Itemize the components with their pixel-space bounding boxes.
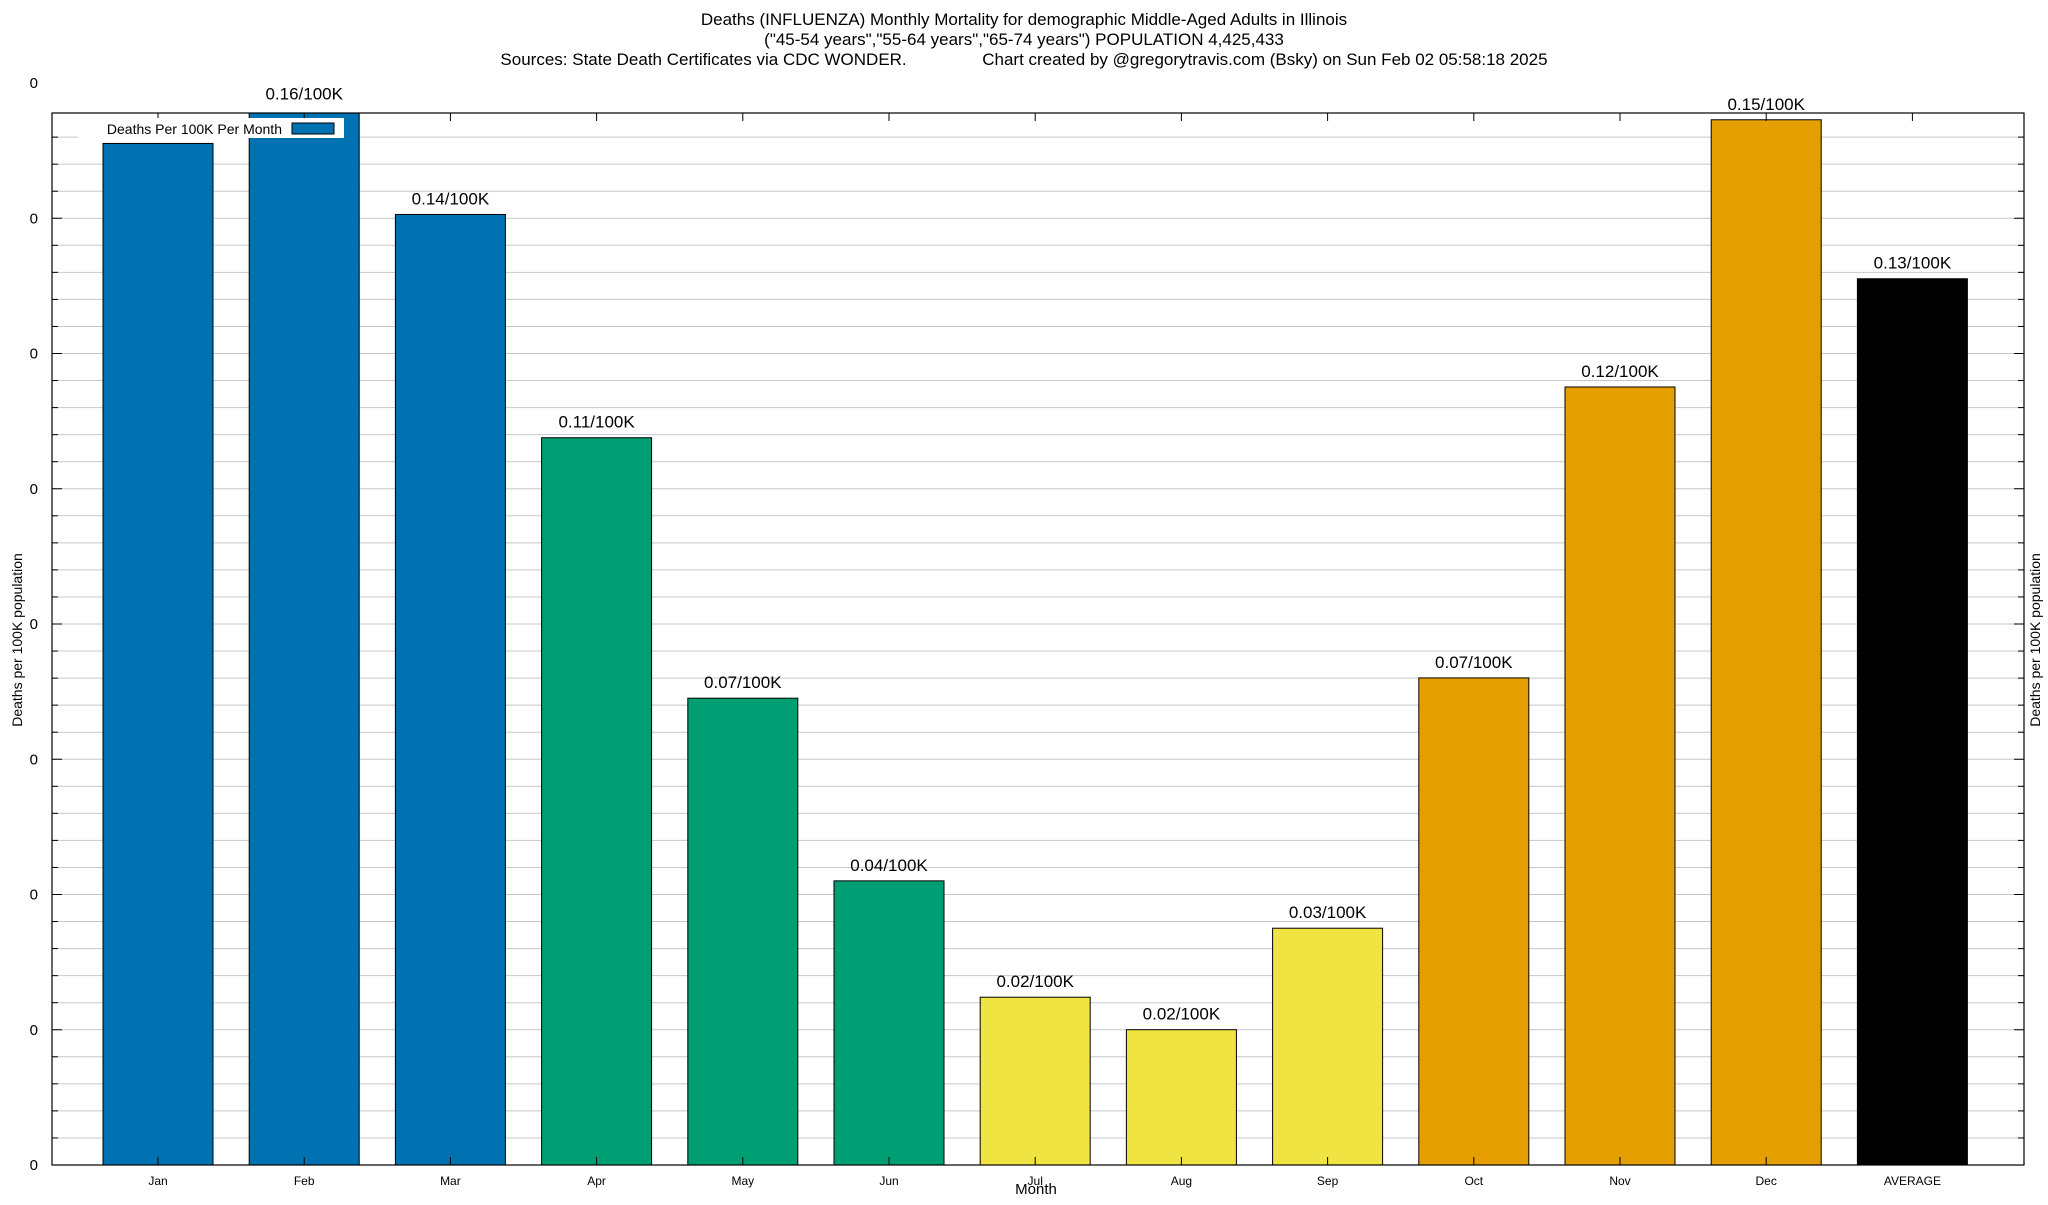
chart-title: Deaths (INFLUENZA) Monthly Mortality for…	[701, 10, 1347, 29]
y-tick-label: 0	[30, 1022, 38, 1039]
x-axis-label: Month	[1015, 1181, 1057, 1198]
data-label-feb: 0.16/100K	[265, 85, 343, 104]
bar-aug	[1125, 1029, 1237, 1166]
bars	[102, 112, 1968, 1166]
bar-nov	[1564, 386, 1676, 1166]
x-tick-label: Dec	[1756, 1174, 1777, 1188]
y-tick-label: 0	[30, 481, 38, 498]
y-axis-label-left: Deaths per 100K population	[9, 553, 25, 727]
x-tick-label: Jan	[148, 1174, 167, 1188]
x-tick-label: May	[731, 1174, 754, 1188]
data-label-jun: 0.04/100K	[850, 856, 928, 875]
x-tick-label: Jul	[1028, 1174, 1043, 1188]
bar-apr	[541, 437, 653, 1166]
bar-dec	[1710, 119, 1822, 1166]
data-label-sep: 0.03/100K	[1289, 903, 1367, 922]
x-tick-label: Nov	[1609, 1174, 1630, 1188]
x-tick-label: Oct	[1464, 1174, 1483, 1188]
legend-swatch	[291, 122, 335, 135]
legend: Deaths Per 100K Per Month	[78, 118, 344, 138]
data-label-dec: 0.15/100K	[1727, 95, 1805, 114]
x-tick-label: Jun	[879, 1174, 898, 1188]
y-tick-label: 0	[30, 616, 38, 633]
data-label-apr: 0.11/100K	[558, 413, 635, 432]
y-axis-label-right: Deaths per 100K population	[2027, 553, 2043, 727]
bar-oct	[1418, 677, 1530, 1166]
data-label-mar: 0.14/100K	[412, 189, 490, 208]
ticks: 0 0 0 0 0 0 0 0 0 Jan Feb Mar Apr May Jun Jul Aug Sep Oct N…	[30, 75, 2024, 1188]
bar-may	[687, 697, 799, 1166]
legend-box	[78, 118, 344, 138]
data-label-average: 0.13/100K	[1874, 254, 1952, 273]
y-tick-label: 0	[30, 346, 38, 363]
bar-average	[1856, 278, 1968, 1166]
y-tick-label: 0	[30, 751, 38, 768]
y-tick-label: 0	[30, 1157, 38, 1174]
x-tick-label: Apr	[587, 1174, 606, 1188]
y-tick-label: 0	[30, 75, 38, 92]
bar-jan	[102, 142, 214, 1166]
y-tick-label: 0	[30, 887, 38, 904]
bar-mar	[394, 213, 506, 1166]
data-label-may: 0.07/100K	[704, 673, 782, 692]
data-label-aug: 0.02/100K	[1143, 1005, 1221, 1024]
bar-jul	[979, 996, 1091, 1166]
x-tick-label: Aug	[1171, 1174, 1192, 1188]
x-tick-label: AVERAGE	[1884, 1174, 1941, 1188]
x-tick-label: Mar	[440, 1174, 461, 1188]
y-tick-label: 0	[30, 210, 38, 227]
gridlines	[52, 136, 2024, 1139]
bar-feb	[248, 112, 360, 1166]
chart-source-line: Sources: State Death Certificates via CD…	[500, 50, 1547, 69]
bar-jun	[833, 880, 945, 1166]
data-label-nov: 0.12/100K	[1581, 362, 1659, 381]
legend-label: Deaths Per 100K Per Month	[107, 121, 282, 137]
x-tick-label: Feb	[294, 1174, 315, 1188]
data-label-oct: 0.07/100K	[1435, 653, 1513, 672]
data-labels: 0.16/100K 0.14/100K 0.11/100K 0.07/100K 0.04…	[265, 85, 1951, 1024]
bar-sep	[1272, 927, 1384, 1166]
chart-subtitle: ("45-54 years","55-64 years","65-74 year…	[764, 30, 1284, 49]
data-label-jul: 0.02/100K	[996, 972, 1074, 991]
plot-frame	[51, 112, 2025, 1166]
x-tick-label: Sep	[1317, 1174, 1339, 1188]
